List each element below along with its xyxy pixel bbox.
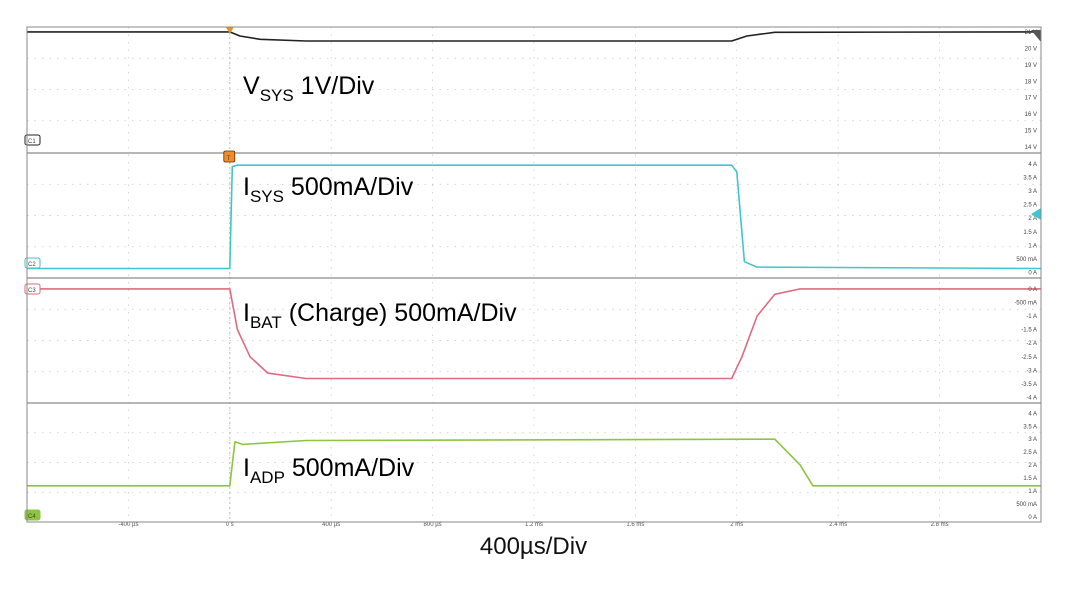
channel-badge-label: C4 [28, 514, 36, 520]
trace-label-subscript: SYS [260, 86, 294, 105]
y-tick-label: 14 V [1025, 145, 1037, 151]
y-tick-label: 2.5 A [1023, 203, 1037, 209]
trigger-badge-label: T [227, 156, 231, 162]
y-tick-label: 19 V [1025, 63, 1037, 69]
y-tick-label: 0 A [1028, 271, 1037, 277]
trace-label-c1: VSYS 1V/Div [243, 72, 375, 105]
channel-badge-label: C2 [28, 262, 36, 268]
trace-label-symbol: I [243, 299, 250, 327]
trace-label-c4: IADP 500mA/Div [243, 454, 415, 487]
y-tick-label: 2 A [1028, 463, 1037, 469]
y-tick-label: 20 V [1025, 46, 1037, 52]
channel-badge-label: C3 [28, 288, 36, 294]
markers: C1 C2 C3 C4 T [24, 27, 1041, 521]
x-tick-label: 800 µs [424, 522, 442, 528]
channel-badge-c3 [24, 283, 41, 295]
x-tick-label: 0 s [226, 522, 234, 528]
trace-label-scale: 1V/Div [294, 72, 375, 100]
y-tick-label: -2.5 A [1021, 355, 1037, 361]
timebase-label: 400µs/Div [479, 533, 588, 560]
traces [27, 31, 1042, 487]
y-tick-label: 4 A [1028, 411, 1037, 417]
y-tick-label: -4 A [1026, 396, 1037, 402]
y-tick-label: -500 mA [1014, 300, 1037, 306]
trace-label-symbol: V [243, 72, 260, 100]
y-tick-label: -2 A [1026, 341, 1037, 347]
trace-label-subscript: BAT [250, 313, 282, 332]
trace-label-scale: 500mA/Div [285, 454, 415, 482]
trigger-level-marker [1031, 30, 1041, 42]
x-tick-labels: -400 µs 0 s 400 µs 800 µs 1.2 ms 1.6 ms 2 ms 2.… [118, 522, 948, 528]
ch2-level-arrow [1031, 208, 1041, 220]
trace-label-symbol: I [243, 173, 250, 201]
y-tick-label: 500 mA [1016, 502, 1037, 508]
y-tick-label: 2 A [1028, 216, 1037, 222]
y-tick-label: 1.5 A [1023, 476, 1037, 482]
x-tick-label: 1.6 ms [626, 522, 644, 528]
channel-badge-label: C1 [28, 139, 36, 145]
y-tick-label: 16 V [1025, 112, 1037, 118]
trace-label-c2: ISYS 500mA/Div [243, 173, 414, 206]
y-tick-label: 3 A [1028, 189, 1037, 195]
channel-badge-c2 [24, 257, 41, 269]
x-tick-label: -400 µs [118, 522, 138, 528]
y-tick-label: 18 V [1025, 79, 1037, 85]
x-tick-label: 2.8 ms [931, 522, 949, 528]
y-tick-label: 1 A [1028, 489, 1037, 495]
y-tick-label: -1.5 A [1021, 328, 1037, 334]
y-tick-label: 3 A [1028, 437, 1037, 443]
plot-frame [26, 26, 1042, 523]
trace-c3 [27, 288, 1041, 380]
channel-badge-c1 [24, 134, 41, 146]
trace-label-symbol: I [243, 454, 250, 482]
y-tick-label: 1.5 A [1023, 230, 1037, 236]
graticule [27, 27, 1041, 522]
trace-label-scale: 500mA/Div [284, 173, 414, 201]
channel-dividers [27, 152, 1041, 404]
trace-c1 [27, 31, 1042, 42]
y-tick-label: 21 V [1025, 30, 1037, 36]
y-tick-label: 2.5 A [1023, 450, 1037, 456]
channel-badge-c4 [24, 509, 41, 521]
y-tick-label: -3.5 A [1021, 382, 1037, 388]
y-tick-label: 17 V [1025, 96, 1037, 102]
trace-label-subscript: ADP [250, 468, 285, 487]
y-tick-label: -3 A [1026, 368, 1037, 374]
trace-label-subscript: SYS [250, 187, 284, 206]
trigger-badge [223, 150, 236, 163]
trace-c4 [27, 438, 1041, 487]
trace-label-scale: (Charge) 500mA/Div [282, 299, 517, 327]
y-tick-label: 3.5 A [1023, 424, 1037, 430]
y-tick-label: 1 A [1028, 243, 1037, 249]
trigger-position-marker [225, 27, 234, 34]
y-tick-label: 500 mA [1016, 257, 1037, 263]
trace-label-c3: IBAT (Charge) 500mA/Div [243, 299, 517, 332]
y-tick-label: -1 A [1026, 314, 1037, 320]
y-tick-label: 3.5 A [1023, 175, 1037, 181]
y-tick-label: 0 A [1028, 287, 1037, 293]
x-tick-label: 2.4 ms [829, 522, 847, 528]
trace-c2 [27, 164, 1042, 270]
y-tick-labels: 21 V 20 V 19 V 18 V 17 V 16 V 15 V 14 V 4 A 3.5 A… [1014, 30, 1037, 521]
x-tick-label: 1.2 ms [525, 522, 543, 528]
x-tick-label: 400 µs [322, 522, 340, 528]
y-tick-label: 4 A [1028, 162, 1037, 168]
y-tick-label: 0 A [1028, 515, 1037, 521]
y-tick-label: 15 V [1025, 129, 1037, 135]
x-tick-label: 2 ms [730, 522, 743, 528]
